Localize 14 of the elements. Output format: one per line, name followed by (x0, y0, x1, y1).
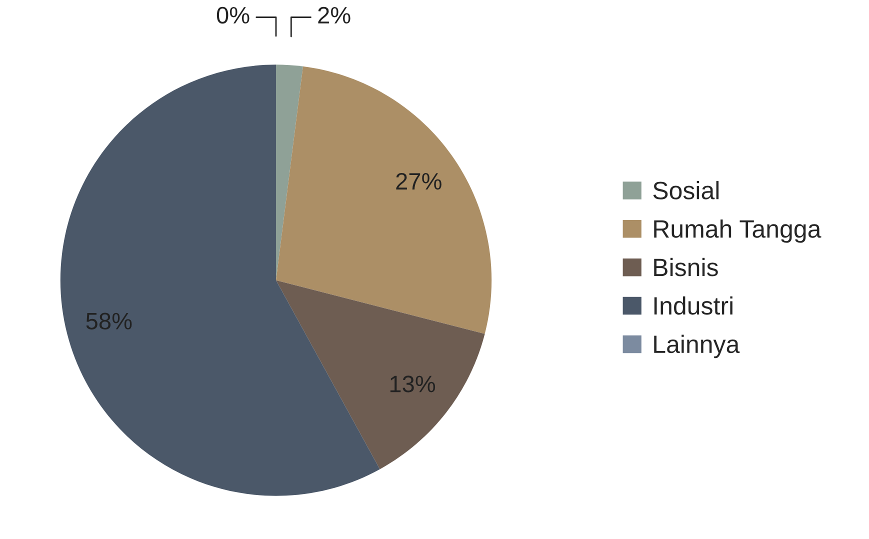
data-label: 13% (390, 376, 436, 392)
data-label: 27% (396, 172, 442, 190)
legend-label: Sosial (653, 181, 719, 200)
pie-slice (276, 280, 485, 470)
data-label: 58% (86, 312, 132, 330)
pie-slice (276, 64, 304, 280)
legend-label: Industri (654, 296, 732, 315)
text: 0% (216, 6, 250, 24)
pie-slice (276, 66, 492, 334)
pie-slice (60, 64, 380, 496)
legend-label: Rumah Tangga (654, 219, 822, 243)
legend-label: Bisnis (654, 258, 718, 276)
data-label: 2% (318, 6, 350, 24)
legend-label: Lainnya (654, 334, 740, 358)
